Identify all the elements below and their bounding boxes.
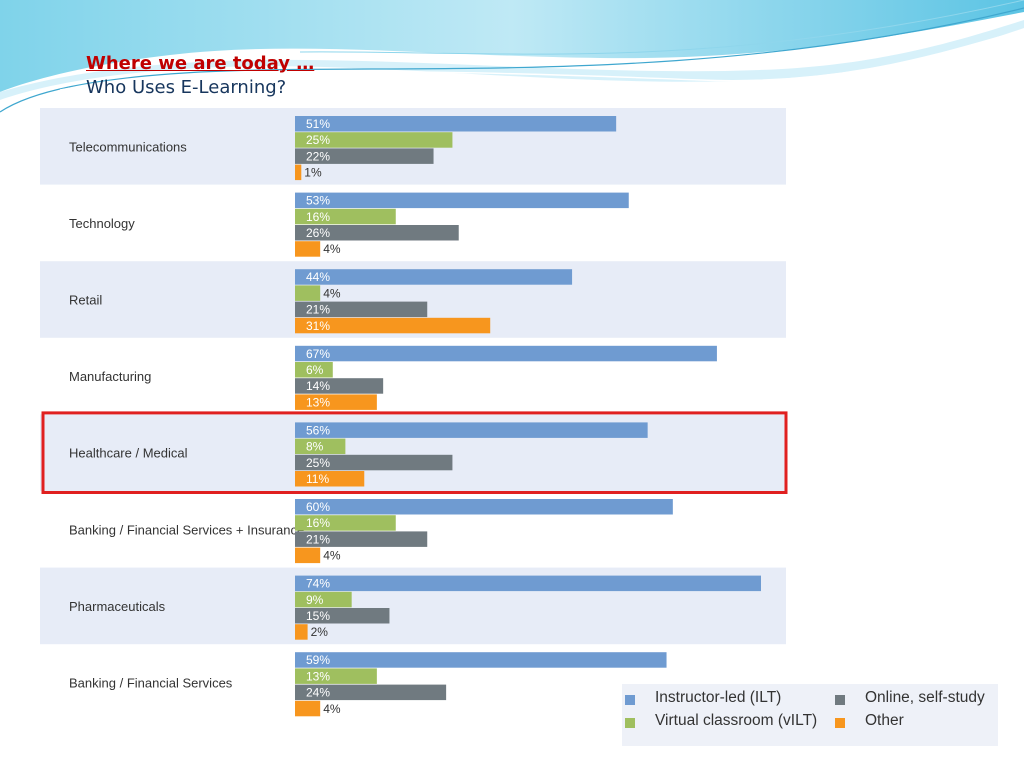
- bar-other: [295, 317, 491, 334]
- data-label-other: 2%: [311, 625, 329, 639]
- bar-online: [295, 531, 428, 547]
- chart-row-healthcare-medical: Healthcare / Medical 56% 8% 25% 11%: [40, 414, 786, 491]
- category-label: Telecommunications: [69, 139, 187, 154]
- bar-vilt: [295, 515, 396, 531]
- data-label-ilt: 59%: [306, 653, 330, 667]
- category-label: Pharmaceuticals: [69, 599, 166, 614]
- data-label-online: 22%: [306, 149, 330, 163]
- data-label-other: 1%: [304, 166, 322, 180]
- header-wave-decoration: [0, 0, 1024, 113]
- data-label-online: 25%: [306, 456, 330, 470]
- category-label: Banking / Financial Services: [69, 676, 233, 691]
- category-label: Manufacturing: [69, 369, 151, 384]
- data-label-online: 15%: [306, 609, 330, 623]
- data-label-ilt: 44%: [306, 270, 330, 284]
- chart-legend: Instructor-led (ILT) Online, self-study …: [622, 684, 998, 746]
- data-label-online: 24%: [306, 686, 330, 700]
- legend-swatch-ilt: [625, 695, 635, 705]
- bar-online: [295, 608, 390, 624]
- data-label-vilt: 8%: [306, 440, 324, 454]
- bar-vilt: [295, 668, 377, 684]
- bar-vilt: [295, 132, 453, 148]
- data-label-ilt: 74%: [306, 577, 330, 591]
- bar-vilt: [295, 208, 396, 225]
- data-label-other: 11%: [306, 472, 329, 486]
- chart-row-pharmaceuticals: Pharmaceuticals 74% 9% 15% 2%: [40, 567, 786, 645]
- data-label-other: 4%: [323, 242, 341, 256]
- chart-row-telecommunications: Telecommunications 51% 25% 22% 1%: [40, 108, 786, 185]
- bar-ilt: [295, 652, 667, 668]
- bar-other: [295, 700, 321, 717]
- data-label-vilt: 4%: [323, 286, 341, 300]
- data-label-ilt: 60%: [306, 500, 330, 514]
- bar-ilt: [295, 269, 573, 285]
- legend-swatch-online: [835, 695, 845, 705]
- data-label-other: 31%: [306, 319, 330, 333]
- chart-row-manufacturing: Manufacturing 67% 6% 14% 13%: [69, 345, 717, 410]
- bar-online: [295, 225, 459, 241]
- data-label-online: 21%: [306, 532, 330, 546]
- data-label-other: 4%: [323, 702, 341, 716]
- legend-swatch-vilt: [625, 718, 635, 728]
- legend-label-ilt: Instructor-led (ILT): [655, 689, 782, 706]
- category-label: Retail: [69, 293, 102, 308]
- bar-online: [295, 148, 434, 164]
- bar-other: [295, 624, 308, 640]
- legend-label-online: Online, self-study: [865, 689, 985, 706]
- legend-label-other: Other: [865, 712, 904, 729]
- bar-vilt: [295, 591, 352, 608]
- bar-other: [295, 164, 302, 181]
- elearning-bar-chart: Telecommunications 51% 25% 22% 1% Technology 5…: [40, 108, 788, 717]
- data-label-ilt: 53%: [306, 194, 330, 208]
- data-label-vilt: 13%: [306, 669, 330, 683]
- bar-vilt: [295, 438, 346, 455]
- legend-swatch-other: [835, 718, 845, 728]
- category-label: Technology: [69, 216, 135, 231]
- data-label-vilt: 16%: [306, 516, 330, 530]
- bar-ilt: [295, 422, 648, 438]
- data-label-online: 26%: [306, 226, 330, 240]
- bar-other: [295, 547, 321, 564]
- highlight-box: [41, 411, 788, 494]
- category-label: Banking / Financial Services + Insurance: [69, 522, 304, 537]
- data-label-ilt: 51%: [306, 117, 330, 131]
- data-label-online: 21%: [306, 303, 330, 317]
- data-label-vilt: 6%: [306, 363, 324, 377]
- bar-other: [295, 471, 365, 487]
- bar-ilt: [295, 116, 617, 132]
- category-label: Healthcare / Medical: [69, 446, 188, 461]
- slide-subtitle: Who Uses E-Learning?: [86, 77, 287, 98]
- chart-row-banking-financial-services: Banking / Financial Services 59% 13% 24% 4%: [69, 652, 667, 717]
- legend-label-vilt: Virtual classroom (vILT): [655, 712, 818, 729]
- data-label-vilt: 16%: [306, 210, 330, 224]
- bar-vilt: [295, 285, 321, 301]
- bar-online: [295, 378, 384, 394]
- bar-other: [295, 394, 377, 410]
- data-label-ilt: 56%: [306, 423, 330, 437]
- data-label-vilt: 25%: [306, 133, 330, 147]
- bar-vilt: [295, 362, 333, 378]
- bar-online: [295, 301, 428, 318]
- chart-row-banking-financial-services-insurance: Banking / Financial Services + Insurance…: [69, 499, 673, 564]
- bar-ilt: [295, 499, 673, 515]
- data-label-online: 14%: [306, 379, 330, 393]
- data-label-ilt: 67%: [306, 347, 330, 361]
- chart-row-technology: Technology 53% 16% 26% 4%: [69, 192, 629, 257]
- data-label-other: 4%: [323, 549, 341, 563]
- data-label-vilt: 9%: [306, 593, 324, 607]
- data-label-other: 13%: [306, 395, 330, 409]
- bar-ilt: [295, 575, 761, 592]
- slide-title: Where we are today …: [86, 53, 315, 74]
- chart-row-retail: Retail 44% 4% 21% 31%: [40, 261, 786, 338]
- bar-other: [295, 241, 321, 257]
- bar-ilt: [295, 345, 717, 362]
- bar-online: [295, 454, 453, 471]
- bar-ilt: [295, 192, 629, 209]
- bar-online: [295, 684, 447, 701]
